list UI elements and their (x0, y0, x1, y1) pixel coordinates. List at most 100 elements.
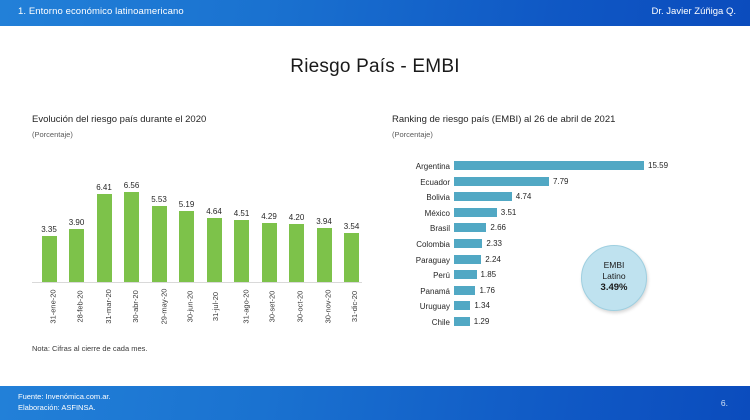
bar (454, 192, 512, 202)
bar (206, 218, 222, 282)
bar-value-label: 1.29 (473, 317, 490, 326)
bar (179, 210, 194, 282)
bar-row: Uruguay 1.34 (392, 300, 722, 314)
bar-category-label: 30-nov-20 (323, 289, 333, 324)
bar (69, 228, 84, 282)
bar (454, 176, 549, 186)
bar-category-label: 31-mar-20 (103, 289, 113, 324)
bar-group: 4.20 (284, 213, 310, 282)
embi-badge-line1: EMBI (603, 260, 625, 270)
bar (454, 285, 476, 295)
bar-category-label: Uruguay (419, 302, 450, 312)
bar-value-label: 6.41 (96, 183, 112, 193)
bar (261, 223, 277, 282)
page-number: 6. (720, 398, 728, 408)
bar-group: 3.94 (311, 217, 337, 282)
bar-group: 3.54 (339, 222, 365, 282)
right-chart-heading: Ranking de riesgo país (EMBI) al 26 de a… (392, 114, 616, 125)
bar-value-label: 3.54 (343, 222, 360, 232)
bar-category-label: 30-oct-20 (294, 290, 304, 323)
bar-value-label: 5.53 (151, 195, 167, 205)
left-chart-baseline (32, 282, 362, 283)
bar (454, 301, 471, 311)
bar-group: 5.19 (174, 200, 200, 282)
bar (454, 317, 470, 326)
bar-value-label: 15.59 (648, 161, 669, 170)
bar-row: Bolivia 4.74 (392, 191, 722, 205)
bar (454, 207, 497, 217)
embi-latino-badge: EMBI Latino 3.49% (581, 245, 647, 311)
bar-value-label: 2.66 (490, 223, 506, 233)
bar-value-label: 3.90 (68, 217, 85, 227)
bar (454, 239, 483, 248)
bar-category-label: Colombia (416, 240, 450, 249)
bar-category-label: 29-may-20 (159, 288, 169, 325)
bar-value-label: 2.24 (485, 254, 501, 264)
bar (454, 270, 477, 280)
bar (124, 192, 139, 282)
bar-row: Brasil 2.66 (392, 222, 722, 236)
embi-badge-line2: Latino (602, 271, 626, 281)
slide-header-bar (0, 0, 750, 26)
footer-source-text: Fuente: Invenómica.com.ar. (18, 392, 111, 401)
bar-category-label: 31-dic-20 (349, 290, 359, 323)
bar (344, 233, 359, 282)
left-chart-note: Nota: Cifras al cierre de cada mes. (32, 344, 148, 353)
bar-group: 4.64 (201, 207, 227, 282)
bar-value-label: 7.79 (552, 176, 569, 186)
bar-category-label: 28-feb-20 (75, 290, 85, 323)
bar-category-label: 30-abr-20 (130, 290, 140, 323)
bar-category-label: 30-jun-20 (184, 290, 194, 323)
bar-category-label: Bolivia (426, 193, 450, 203)
bar-row: Perú 1.85 (392, 269, 722, 283)
left-chart-heading: Evolución del riesgo país durante el 202… (32, 114, 207, 125)
bar-category-label: Panamá (420, 286, 450, 296)
right-chart-subheading: (Porcentaje) (392, 130, 433, 139)
left-chart-subheading: (Porcentaje) (32, 130, 73, 139)
bar-group: 6.56 (119, 181, 145, 282)
bar (234, 220, 249, 282)
bar-value-label: 4.29 (261, 212, 277, 222)
bar-value-label: 4.20 (288, 213, 305, 223)
bar-category-label: Argentina (415, 162, 450, 171)
bar-value-label: 2.33 (486, 239, 502, 248)
bar-category-label: Paraguay (415, 255, 450, 265)
bar-value-label: 5.19 (178, 199, 195, 209)
bar-category-label: 31-ago-20 (241, 289, 251, 324)
bar-group: 4.51 (229, 209, 255, 282)
bar-category-label: Perú (433, 271, 450, 281)
page-title: Riesgo País - EMBI (290, 56, 460, 77)
bar-category-label: Chile (431, 318, 450, 327)
bar-value-label: 3.94 (316, 216, 332, 226)
bar-category-label: 31-jul-20 (211, 291, 221, 322)
bar-value-label: 4.64 (206, 207, 222, 217)
bar-group: 3.35 (36, 225, 62, 282)
slide-footer-bar: Fuente: Invenómica.com.ar. Elaboración: … (0, 386, 750, 420)
bar-row: Colombia 2.33 (392, 238, 722, 252)
bar-value-label: 6.56 (123, 181, 140, 191)
bar-category-label: 30-set-20 (267, 290, 277, 323)
bar-row: Chile 1.29 (392, 316, 722, 330)
bar (454, 254, 482, 264)
bar-category-label: 31-ene-20 (48, 289, 58, 324)
bar-category-label: México (424, 208, 450, 218)
bar (316, 227, 332, 282)
bar-row: Ecuador 7.79 (392, 176, 722, 190)
bar (454, 161, 644, 170)
bar (41, 236, 57, 282)
bar (289, 224, 304, 282)
header-author-name: Dr. Javier Zúñiga Q. (651, 6, 736, 17)
bar-value-label: 1.85 (480, 270, 497, 280)
embi-badge-value: 3.49% (600, 282, 628, 293)
right-bar-chart: Argentina 15.59 Ecuador 7.79 Bolivia 4.74 Méxi… (392, 160, 722, 360)
bar-value-label: 4.51 (233, 209, 250, 219)
bar-group: 5.53 (146, 195, 172, 282)
header-section-title: 1. Entorno económico latinoamericano (18, 6, 184, 17)
bar-value-label: 1.76 (479, 285, 496, 295)
bar-group: 6.41 (91, 183, 117, 282)
bar-category-label: Brasil (429, 224, 450, 234)
bar-value-label: 1.34 (474, 301, 490, 311)
bar-group: 4.29 (256, 212, 282, 282)
footer-elaboration-text: Elaboración: ASFINSA. (18, 403, 96, 412)
bar-value-label: 3.35 (41, 225, 57, 235)
